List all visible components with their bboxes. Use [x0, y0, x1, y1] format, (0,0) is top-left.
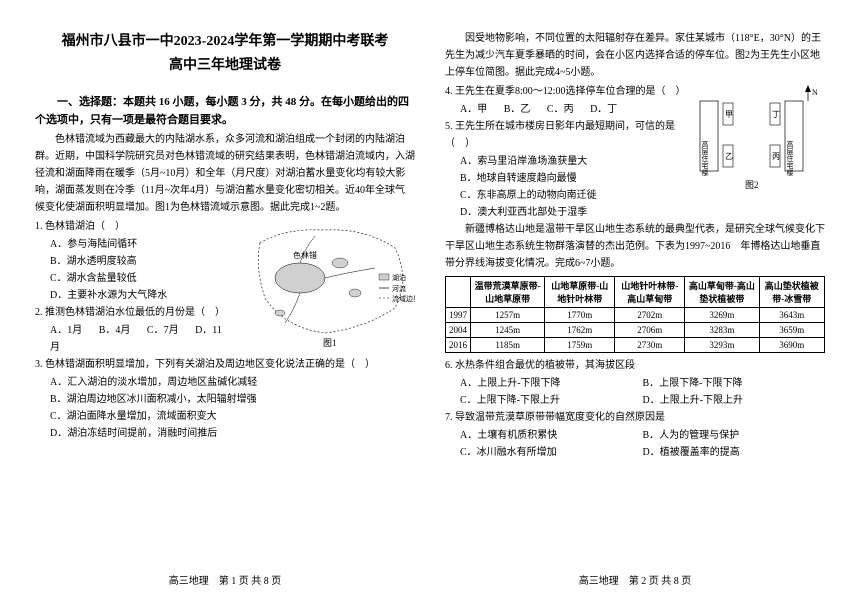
table-header: 山地针叶林带-高山草甸带 — [615, 277, 685, 308]
q2-stem: 2. 推测色林错湖泊水位最低的月份是（ ） — [35, 304, 245, 321]
page-right: 因受地物影响，不同位置的太阳辐射存在差异。家住某城市（118°E，30°N）的王… — [430, 30, 840, 587]
figure-2: N 高层住宅楼 高层住宅楼 甲 乙 丁 丙 图2 — [690, 83, 820, 193]
title-main: 福州市八县市一中2023-2024学年第一学期期中考联考 — [35, 30, 415, 50]
fig2-caption: 图2 — [745, 180, 759, 190]
table-cell: 3283m — [685, 323, 759, 338]
passage-3: 新疆博格达山地是温带干旱区山地生态系统的最典型代表，是研究全球气候变化下干旱区山… — [445, 221, 825, 272]
fig2-building1: 高层住宅楼 — [701, 140, 709, 177]
q1-d: D．主要补水源为大气降水 — [35, 287, 245, 304]
q6-row1: A．上限上升-下限下降 B．上限下降-下限下降 — [445, 375, 825, 392]
q4-c: C．丙 — [547, 104, 574, 115]
table-cell: 3643m — [759, 308, 825, 323]
table-header: 山地草原带-山地针叶林带 — [545, 277, 615, 308]
q1-b: B．湖水透明度较高 — [35, 253, 245, 270]
table-row: 19971257m1770m2702m3269m3643m — [446, 308, 825, 323]
q6-stem: 6. 水热条件组合最优的植被带，其海拔区段 — [445, 357, 825, 374]
fig1-place-label: 色林错 — [293, 250, 317, 260]
fig1-legend-river: 河流 — [392, 284, 406, 293]
q7-stem: 7. 导致温带荒漠草原带带幅宽度变化的自然原因是 — [445, 409, 825, 426]
fig2-yi: 乙 — [725, 152, 733, 161]
q7-row1: A．土壤有机质积累快 B．人为的管理与保护 — [445, 427, 825, 444]
q4-b: B．乙 — [504, 104, 531, 115]
q1-c: C．湖水含盐量较低 — [35, 270, 245, 287]
table-cell: 2016 — [446, 338, 471, 353]
table-header: 高山草甸带-高山垫状植被带 — [685, 277, 759, 308]
table-cell: 3690m — [759, 338, 825, 353]
q6-a: A．上限上升-下限下降 — [460, 375, 643, 392]
passage-1: 色林错流域为西藏最大的内陆湖水系，众多河流和湖泊组成一个封闭的内陆湖泊群。近期，… — [35, 131, 415, 216]
q7-c: C．冰川融水有所增加 — [460, 444, 643, 461]
fig2-bing: 丙 — [772, 152, 780, 161]
table-cell: 3659m — [759, 323, 825, 338]
table-cell: 1245m — [471, 323, 545, 338]
q4-q5-block: 4. 王先生在夏季8:00～12:00选择停车位合理的是（ ） A．甲 B．乙 … — [445, 83, 825, 221]
table-cell: 2702m — [615, 308, 685, 323]
footer-left: 高三地理 第 1 页 共 8 页 — [20, 572, 430, 587]
table-row: 20161185m1759m2730m3293m3690m — [446, 338, 825, 353]
table-cell: 3269m — [685, 308, 759, 323]
table-header: 温带荒漠草原带-山地草原带 — [471, 277, 545, 308]
q3-c: C．湖泊面降水量增加，流域面积变大 — [35, 408, 415, 425]
q2-c: C．7月 — [147, 325, 179, 336]
table-cell: 1770m — [545, 308, 615, 323]
q5-stem: 5. 王先生所在城市楼房日影年内最短期间，可信的是（ ） — [445, 118, 690, 152]
section-head: 一、选择题：本题共 16 小题，每小题 3 分，共 48 分。在每小题给出的四个… — [35, 94, 415, 129]
table-cell: 3293m — [685, 338, 759, 353]
table-cell: 1185m — [471, 338, 545, 353]
fig1-legend-lake: 湖泊 — [392, 273, 406, 282]
q4-d: D．丁 — [590, 104, 617, 115]
page-left: 福州市八县市一中2023-2024学年第一学期期中考联考 高中三年地理试卷 一、… — [20, 30, 430, 587]
q2-options: A．1月 B．4月 C．7月 D．11月 — [35, 322, 245, 356]
q5-a: A．索马里沿岸渔场渔获量大 — [445, 153, 690, 170]
fig1-legend-bound: 流域边界 — [392, 294, 415, 303]
altitude-table: 温带荒漠草原带-山地草原带山地草原带-山地针叶林带山地针叶林带-高山草甸带高山草… — [445, 276, 825, 353]
table-header: 高山垫状植被带-冰雪带 — [759, 277, 825, 308]
q5-d: D．澳大利亚西北部处于湿季 — [445, 204, 690, 221]
q3-stem: 3. 色林错湖面积明显增加，下列有关湖泊及周边地区变化说法正确的是（ ） — [35, 356, 415, 373]
q5-c: C．东非高原上的动物向南迁徙 — [445, 187, 690, 204]
table-cell: 2730m — [615, 338, 685, 353]
q7-b: B．人为的管理与保护 — [643, 427, 826, 444]
title-sub: 高中三年地理试卷 — [35, 54, 415, 74]
q6-d: D．上限上升-下限上升 — [643, 392, 826, 409]
table-header-row: 温带荒漠草原带-山地草原带山地草原带-山地针叶林带山地针叶林带-高山草甸带高山草… — [446, 277, 825, 308]
q3-d: D．湖泊冻结时间提前，消融时间推后 — [35, 425, 415, 442]
q7-row2: C．冰川融水有所增加 D．植被覆盖率的提高 — [445, 444, 825, 461]
table-body: 19971257m1770m2702m3269m3643m20041245m17… — [446, 308, 825, 353]
q4-stem: 4. 王先生在夏季8:00～12:00选择停车位合理的是（ ） — [445, 83, 690, 100]
table-cell: 2706m — [615, 323, 685, 338]
table-row: 20041245m1762m2706m3283m3659m — [446, 323, 825, 338]
table-cell: 1759m — [545, 338, 615, 353]
q7-a: A．土壤有机质积累快 — [460, 427, 643, 444]
q1-stem: 1. 色林错湖泊（ ） — [35, 218, 245, 235]
table-header — [446, 277, 471, 308]
q6-b: B．上限下降-下限下降 — [643, 375, 826, 392]
table-cell: 1762m — [545, 323, 615, 338]
passage-2: 因受地物影响，不同位置的太阳辐射存在差异。家住某城市（118°E，30°N）的王… — [445, 30, 825, 81]
table-cell: 1997 — [446, 308, 471, 323]
q6-row2: C．上限下降-下限上升 D．上限上升-下限上升 — [445, 392, 825, 409]
q2-b: B．4月 — [99, 325, 131, 336]
fig2-ding: 丁 — [772, 110, 780, 119]
q4-a: A．甲 — [460, 104, 487, 115]
q3-b: B．湖泊周边地区冰川面积减小，太阳辐射增强 — [35, 391, 415, 408]
q1-a: A．参与海陆间循环 — [35, 236, 245, 253]
q1-q2-block: 1. 色林错湖泊（ ） A．参与海陆间循环 B．湖水透明度较高 C．湖水含盐量较… — [35, 218, 415, 356]
table-cell: 2004 — [446, 323, 471, 338]
table-cell: 1257m — [471, 308, 545, 323]
q7-d: D．植被覆盖率的提高 — [643, 444, 826, 461]
q4-options: A．甲 B．乙 C．丙 D．丁 — [445, 101, 690, 118]
q6-c: C．上限下降-下限上升 — [460, 392, 643, 409]
figure-1: 色林错 湖泊 河流 流域边界 图1 — [245, 218, 415, 348]
q3-a: A．汇入湖泊的淡水增加，周边地区盐碱化减轻 — [35, 374, 415, 391]
footer-right: 高三地理 第 2 页 共 8 页 — [430, 572, 840, 587]
fig1-caption: 图1 — [323, 338, 337, 348]
fig2-jia: 甲 — [725, 110, 733, 119]
q5-b: B．地球自转速度趋向最慢 — [445, 170, 690, 187]
fig2-n: N — [812, 88, 818, 97]
q2-a: A．1月 — [50, 325, 82, 336]
fig2-building2: 高层住宅楼 — [786, 140, 794, 177]
